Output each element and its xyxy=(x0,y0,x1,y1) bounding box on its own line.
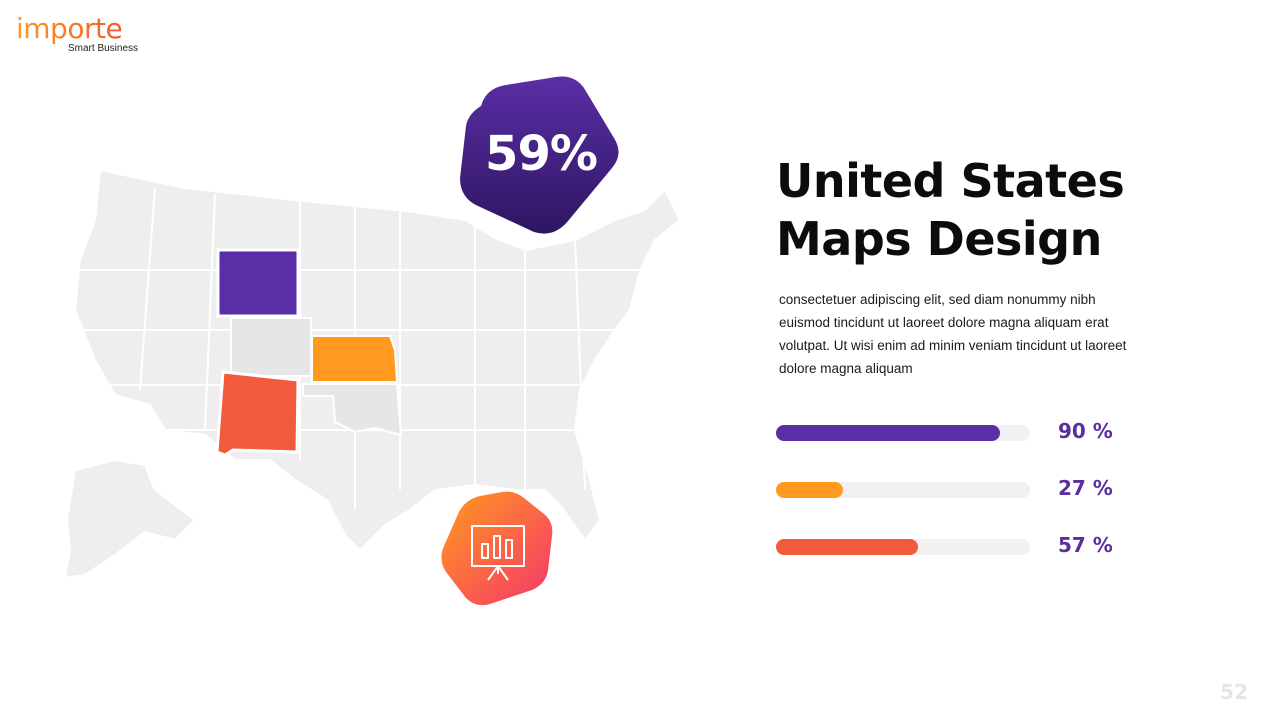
title-line-1: United States xyxy=(776,154,1125,208)
alaska xyxy=(64,459,196,579)
page-number: 52 xyxy=(1220,680,1248,704)
badge-pentagon xyxy=(460,76,619,234)
state-oklahoma xyxy=(302,383,403,437)
logo-tagline: Smart Business xyxy=(68,43,139,54)
presentation-chart-icon xyxy=(471,525,525,581)
state-wyoming xyxy=(216,248,300,318)
progress-label: 90 % xyxy=(1058,419,1113,443)
logo-wordmark: importe xyxy=(16,12,123,45)
progress-fill xyxy=(776,539,918,555)
logo: importe Smart Business xyxy=(16,12,138,55)
progress-row-3: 57 % xyxy=(776,533,1136,557)
icon-badge xyxy=(441,491,553,606)
state-new-mexico xyxy=(215,370,300,457)
badge-percentage: 59% xyxy=(485,125,598,182)
progress-label: 57 % xyxy=(1058,533,1113,557)
state-kansas xyxy=(311,335,399,383)
title-line-2: Maps Design xyxy=(776,212,1102,266)
state-colorado xyxy=(230,317,312,377)
description-text: consectetuer adipiscing elit, sed diam n… xyxy=(779,292,1127,376)
us-map xyxy=(64,169,681,579)
progress-row-2: 27 % xyxy=(776,476,1136,500)
page-title: United States Maps Design xyxy=(776,152,1236,268)
progress-row-1: 90 % xyxy=(776,419,1136,443)
progress-fill xyxy=(776,425,1000,441)
progress-label: 27 % xyxy=(1058,476,1113,500)
progress-fill xyxy=(776,482,843,498)
